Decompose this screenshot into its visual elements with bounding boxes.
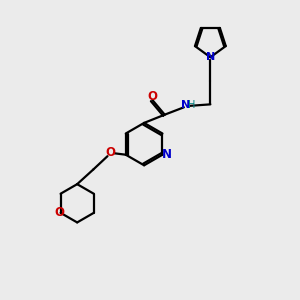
Text: O: O [147,91,158,103]
Text: H: H [188,100,196,110]
Text: N: N [162,148,172,161]
Text: O: O [54,206,64,219]
Text: N: N [206,52,215,62]
Text: N: N [181,100,190,110]
Text: O: O [105,146,116,159]
